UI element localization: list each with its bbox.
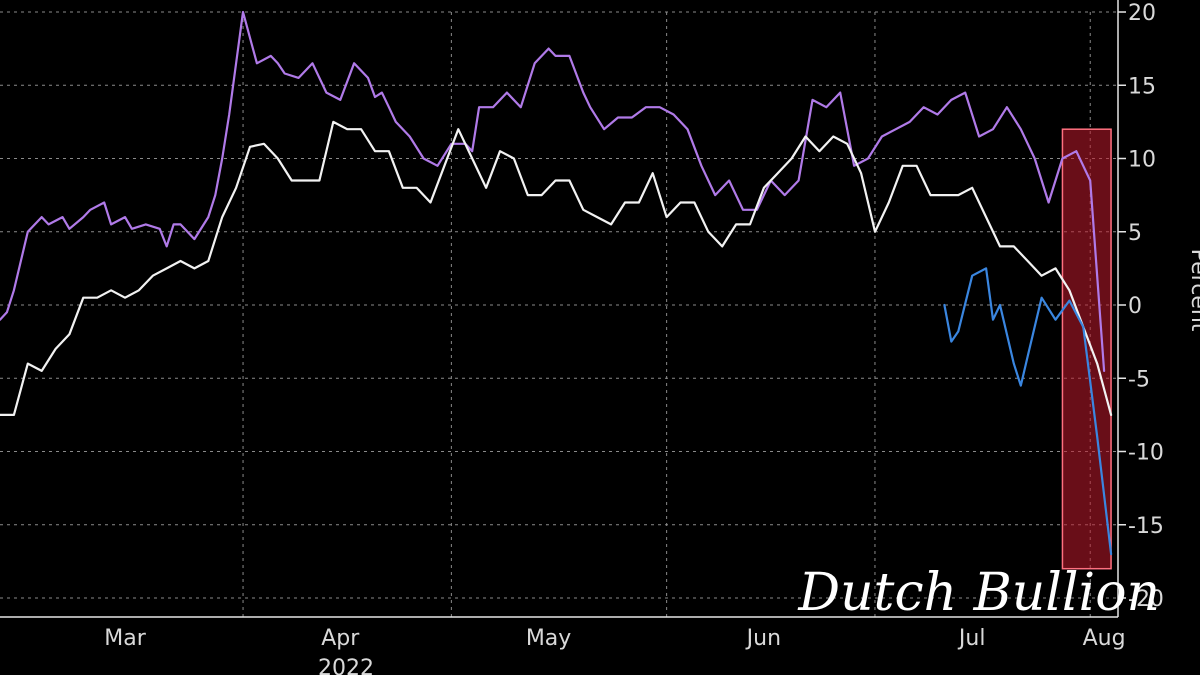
x-tick-label: Jun [745, 626, 781, 651]
series-line-1 [0, 10, 1106, 372]
y-tick-label: 20 [1128, 1, 1156, 26]
y-tick-label: 5 [1128, 221, 1142, 246]
y-tick-label: 15 [1128, 74, 1156, 99]
x-tick-label: Aug [1083, 626, 1126, 651]
y-tick-label: -10 [1128, 441, 1164, 466]
y-tick-label: -15 [1128, 514, 1164, 539]
y-tick-labels: 20 15 10 5 0 -5 -10 -15 -20 [1118, 1, 1164, 612]
y-tick-label: 10 [1128, 148, 1156, 173]
series-layer [0, 10, 1113, 556]
y-tick-label: -5 [1128, 367, 1150, 392]
y-axis-title: Percent [1186, 249, 1200, 332]
x-tick-label: Mar [104, 626, 146, 651]
year-label: 2022 [318, 656, 374, 675]
series-line-2 [0, 120, 1113, 416]
y-tick-label: -20 [1128, 587, 1164, 612]
y-tick-label: 0 [1128, 294, 1142, 319]
x-tick-label: May [526, 626, 571, 651]
x-tick-label: Apr [321, 626, 360, 651]
x-tick-labels: Mar Apr May Jun Jul Aug [104, 626, 1125, 651]
x-tick-label: Jul [957, 626, 986, 651]
y-gridlines [0, 11, 1118, 599]
watermark-dutch-bullion: Dutch Bullion [797, 563, 1160, 623]
series-line-3 [943, 267, 1113, 556]
